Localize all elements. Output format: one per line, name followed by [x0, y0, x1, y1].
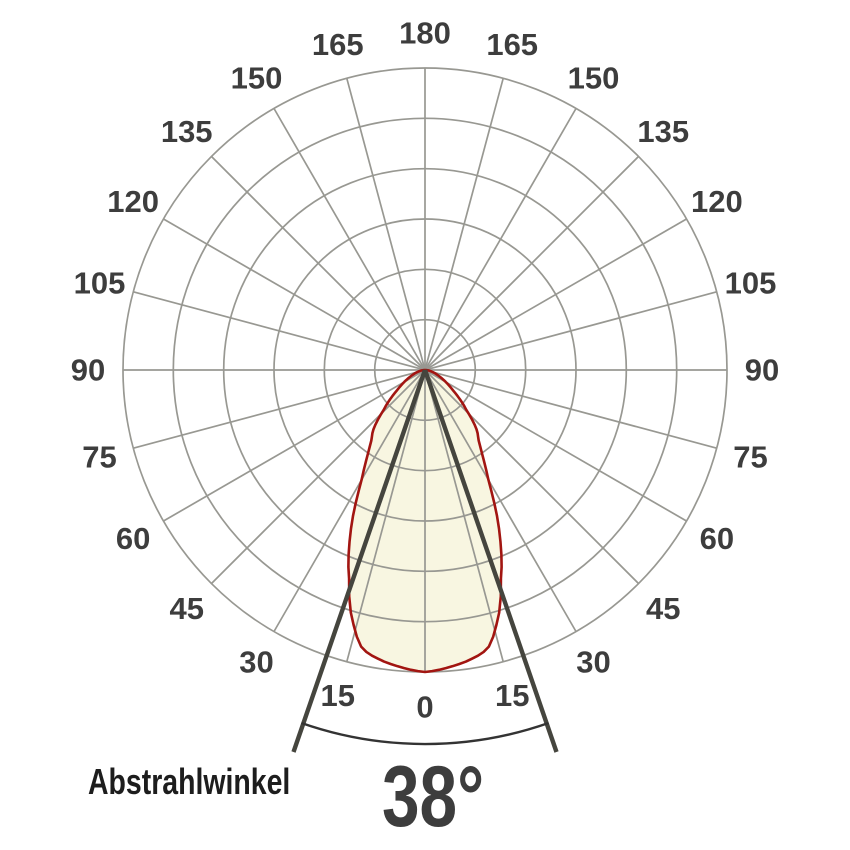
- angle-tick-label: 45: [169, 591, 203, 626]
- angle-tick-label: 90: [745, 353, 779, 388]
- angle-tick-label: 135: [637, 114, 689, 149]
- angle-tick-label: 120: [107, 184, 159, 219]
- angle-tick-label: 180: [399, 16, 451, 51]
- beam-angle-value: 38°: [381, 749, 485, 845]
- angle-tick-label: 60: [116, 521, 150, 556]
- angle-tick-label: 135: [161, 114, 213, 149]
- angle-tick-label: 60: [700, 521, 734, 556]
- angle-tick-label: 105: [725, 265, 777, 300]
- beam-curve-outline: [347, 368, 503, 674]
- angle-tick-label: 165: [486, 27, 538, 62]
- beam-angle-line: [422, 369, 559, 753]
- angle-tick-label: 105: [74, 265, 126, 300]
- angle-tick-label: 90: [71, 353, 105, 388]
- beam-angle-caption: Abstrahlwinkel: [88, 761, 291, 802]
- angle-tick-label: 15: [495, 678, 529, 713]
- angle-tick-label: 30: [239, 644, 273, 679]
- angle-tick-label: 0: [416, 690, 433, 725]
- angle-tick-label: 75: [733, 440, 767, 475]
- angle-tick-labels: 0 151530304545606075759090105105120120135…: [71, 16, 779, 725]
- beam-angle-line: [291, 369, 428, 753]
- angle-tick-label: 45: [646, 591, 680, 626]
- angle-tick-label: 165: [312, 27, 364, 62]
- angle-tick-label: 15: [321, 678, 355, 713]
- beam-angle-arc: [301, 721, 549, 746]
- angle-tick-label: 30: [576, 644, 610, 679]
- angle-tick-label: 150: [568, 61, 620, 96]
- angle-tick-label: 75: [82, 440, 116, 475]
- beam-angle-lines: [291, 369, 559, 753]
- angle-tick-label: 120: [691, 184, 743, 219]
- angle-tick-label: 150: [231, 61, 283, 96]
